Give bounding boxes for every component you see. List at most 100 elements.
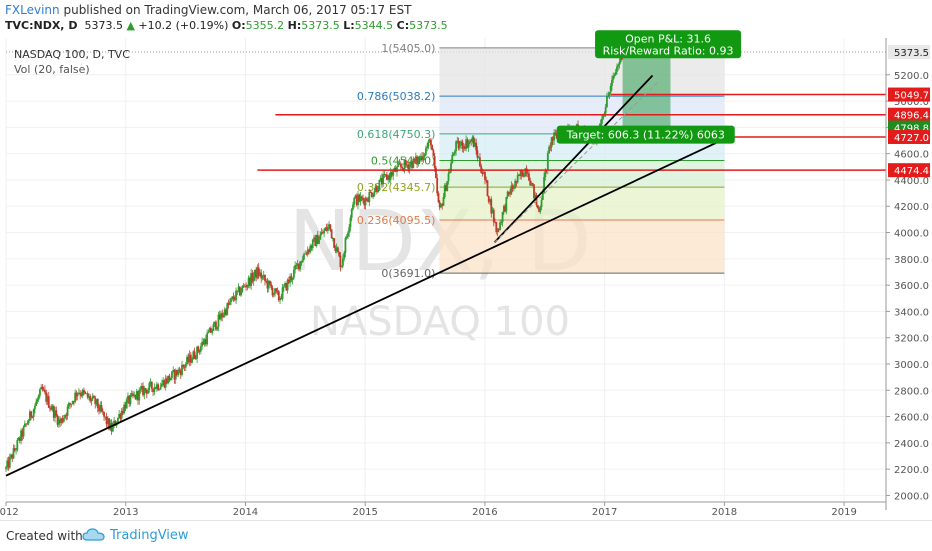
candle-body <box>362 197 364 201</box>
candle-body <box>144 388 147 391</box>
candle-body <box>20 430 22 441</box>
candle-body <box>352 204 354 210</box>
candle-body <box>460 141 462 145</box>
candle-body <box>614 71 617 75</box>
candle-body <box>71 401 74 404</box>
candle-body <box>40 387 43 390</box>
candle-body <box>210 327 212 333</box>
chart-svg[interactable]: NDX, D NASDAQ 100 1(5405.0)0.786(5038.2)… <box>0 0 932 520</box>
candle-body <box>455 141 457 152</box>
candle-body <box>543 176 545 193</box>
symbol-label: TVC:NDX, D <box>5 19 78 32</box>
author-link[interactable]: FXLevinn <box>5 3 60 17</box>
candle-body <box>164 378 167 388</box>
candle-body <box>79 392 82 395</box>
candle-body <box>150 382 153 389</box>
candle-body <box>544 169 547 177</box>
candle-body <box>257 267 260 276</box>
candle-body <box>25 423 28 425</box>
candle-body <box>367 200 369 202</box>
candle-body <box>348 227 351 233</box>
candle-body <box>294 265 297 270</box>
candle-body <box>64 415 66 419</box>
tradingview-brand[interactable]: TradingView <box>110 528 189 543</box>
candle-body <box>331 238 334 239</box>
candle-body <box>304 253 307 255</box>
candle-body <box>345 236 348 239</box>
candle-body <box>612 75 615 80</box>
candle-body <box>154 387 157 389</box>
time-axis[interactable]: 2012 2013 2014 2015 2016 2017 2018 2019 <box>0 501 886 518</box>
candle-body <box>162 380 165 384</box>
candle-body <box>497 229 500 231</box>
candle-body <box>13 448 16 451</box>
candle-body <box>196 346 198 359</box>
low-label: L: <box>343 19 355 32</box>
candle-body <box>524 168 527 177</box>
close-label: C: <box>396 19 410 32</box>
candle-body <box>315 235 318 247</box>
legend-volume: Vol (20, false) <box>14 63 90 76</box>
candle-body <box>105 416 108 425</box>
candle-body <box>452 153 455 156</box>
candle-body <box>248 277 251 287</box>
candle-body <box>221 313 224 318</box>
candle-body <box>47 396 50 408</box>
candle-body <box>445 185 447 191</box>
candle-body <box>262 274 265 277</box>
candle-body <box>173 370 176 380</box>
trendlines[interactable] <box>5 74 719 477</box>
price-axis[interactable]: 2000.0 2200.0 2400.0 2600.0 2800.0 3000.0 3200… <box>885 38 932 512</box>
candle-body <box>155 384 158 389</box>
candle-body <box>81 390 84 396</box>
candle-body <box>137 391 139 401</box>
candle-body <box>274 288 276 294</box>
candle-body <box>42 389 45 391</box>
candle-body <box>103 411 105 417</box>
candle-body <box>140 385 143 390</box>
candle-body <box>174 370 177 380</box>
candle-body <box>70 403 73 405</box>
candle-body <box>320 232 323 235</box>
candle-body <box>212 324 215 331</box>
candle-body <box>130 393 133 395</box>
candle-body <box>338 252 341 256</box>
price-label: 4896.4 <box>894 111 929 122</box>
candle-body <box>135 391 138 400</box>
price-tick-label: 3800.0 <box>894 255 929 266</box>
candle-body <box>344 238 347 253</box>
price-label-bg <box>888 163 930 178</box>
candle-body <box>45 392 48 402</box>
candle-body <box>617 64 620 67</box>
candle-body <box>407 164 410 170</box>
candle-body <box>132 393 134 396</box>
fib-level-label: 0.5(4548.0) <box>371 155 436 168</box>
price-tick-label: 2400.0 <box>894 439 929 450</box>
candle-body <box>85 393 88 395</box>
candle-body <box>246 285 249 288</box>
candle-body <box>526 172 529 174</box>
candle-body <box>259 272 261 276</box>
candle-body <box>106 418 109 425</box>
candle-body <box>330 229 333 239</box>
price-label-bg <box>888 44 930 59</box>
candle-body <box>450 163 452 172</box>
price-tick-label: 3200.0 <box>894 334 929 345</box>
candle-body <box>94 397 97 405</box>
candle-body <box>462 146 465 149</box>
candle-body <box>290 276 293 280</box>
trendline <box>493 74 654 244</box>
candle-body <box>540 199 543 208</box>
position-dashed-line <box>494 81 659 243</box>
candle-body <box>232 296 235 300</box>
candle-body <box>467 142 470 148</box>
candle-body <box>250 273 253 287</box>
candle-body <box>430 139 432 146</box>
candle-body <box>333 238 336 248</box>
risk-reward-text: Risk/Reward Ratio: 0.93 <box>603 44 734 57</box>
candle-body <box>12 448 15 459</box>
candle-body <box>32 409 35 418</box>
candle-body <box>510 185 513 195</box>
candle-body <box>414 156 417 161</box>
candle-body <box>492 209 495 222</box>
